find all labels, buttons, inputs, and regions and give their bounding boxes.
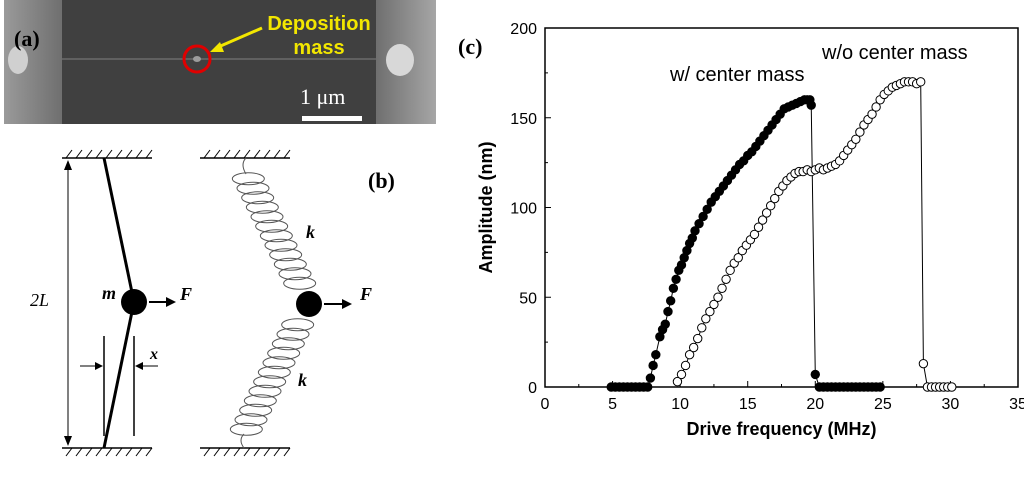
x-tick-label: 35 (1009, 396, 1024, 413)
panel-a-label: (a) (14, 26, 40, 51)
point-mass-right (296, 291, 322, 317)
data-point (648, 360, 658, 371)
data-point (688, 342, 699, 353)
amplitude-frequency-chart: 0 5 10 15 20 25 30 35 0 50 100 150 200 Drive frequenc… (476, 21, 1024, 439)
displacement-label: x (150, 346, 158, 363)
scale-bar (302, 116, 362, 121)
scale-bar-label: 1 μm (300, 84, 346, 109)
x-tick-label: 20 (806, 396, 824, 413)
data-point (702, 204, 712, 214)
spring-label-top: k (306, 222, 315, 242)
annotation-line1: Deposition (267, 13, 371, 35)
point-mass-left (121, 289, 147, 315)
data-point (757, 215, 768, 225)
data-point (947, 382, 957, 392)
data-point (765, 201, 776, 211)
data-point (701, 314, 711, 324)
data-point (645, 373, 656, 383)
x-tick-label: 25 (874, 396, 892, 413)
x-tick-label: 30 (942, 396, 960, 413)
data-point (684, 349, 695, 360)
data-point (915, 77, 926, 87)
data-point (875, 382, 885, 392)
data-point (806, 100, 816, 110)
data-point (671, 274, 681, 284)
y-tick-label: 200 (510, 21, 537, 38)
data-point (871, 102, 881, 112)
panel-b-label: (b) (368, 168, 395, 193)
data-point (660, 319, 670, 329)
force-label-left: F (180, 284, 193, 304)
data-point (694, 218, 704, 229)
data-point (761, 208, 772, 218)
y-axis-label: Amplitude (nm) (476, 142, 496, 274)
x-tick-label: 10 (671, 396, 689, 413)
length-label: 2L (30, 290, 50, 310)
data-point (663, 306, 673, 317)
data-point (676, 369, 687, 380)
y-tick-label: 150 (510, 111, 537, 128)
data-point (705, 306, 715, 317)
x-tick-label: 5 (608, 396, 617, 413)
data-point (698, 211, 708, 222)
sem-image-panel: (a) Deposition mass 1 μm (4, 0, 436, 124)
data-point (693, 333, 703, 344)
force-label-right: F (360, 284, 373, 304)
y-tick-label: 50 (519, 290, 537, 307)
data-point (855, 127, 865, 137)
data-point (690, 226, 700, 236)
deposition-annotation: Deposition mass (264, 12, 374, 60)
spring-bottom (229, 318, 315, 449)
force-arrow-icon (166, 297, 176, 307)
data-point (753, 222, 764, 232)
data-point (643, 382, 653, 392)
annotation-without-center-mass: w/o center mass (822, 42, 968, 64)
data-point (717, 283, 727, 293)
data-point (770, 193, 780, 204)
sem-image (4, 0, 436, 124)
data-point (810, 369, 820, 380)
spring-label-bottom: k (298, 370, 307, 390)
mass-label: m (102, 283, 117, 303)
data-point (680, 360, 691, 371)
data-point (697, 323, 707, 333)
data-point (918, 358, 929, 369)
y-tick-label: 0 (528, 380, 537, 397)
spring-top (231, 157, 317, 290)
x-tick-label: 0 (541, 396, 550, 413)
force-arrow-icon (342, 299, 352, 309)
data-point (709, 299, 719, 310)
data-point (668, 283, 679, 293)
x-tick-label: 15 (739, 396, 757, 413)
arrow-icon (210, 42, 224, 52)
annotation-line2: mass (293, 37, 345, 59)
annotation-with-center-mass: w/ center mass (670, 64, 805, 86)
data-point (733, 253, 743, 263)
data-point (713, 292, 723, 302)
deposition-circle-marker (182, 44, 212, 74)
data-point (672, 376, 683, 387)
data-point (867, 109, 877, 119)
data-point (721, 274, 731, 284)
x-axis-label: Drive frequency (MHz) (686, 419, 876, 439)
data-point (665, 296, 676, 306)
beam-spring-schematic (62, 149, 352, 457)
data-point (651, 349, 661, 360)
panel-c-label: (c) (458, 34, 483, 59)
data-point (851, 134, 861, 144)
data-point (725, 265, 735, 276)
data-point (749, 229, 760, 240)
y-tick-label: 100 (510, 201, 537, 218)
